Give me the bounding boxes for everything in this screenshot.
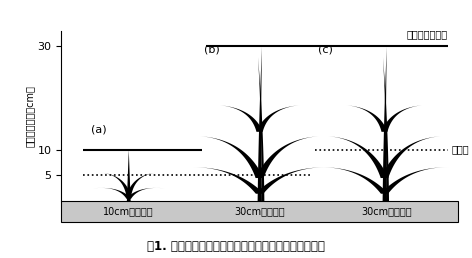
Polygon shape xyxy=(192,167,263,194)
Text: (c): (c) xyxy=(318,44,332,54)
Text: 10cm低刈り区: 10cm低刈り区 xyxy=(103,207,154,216)
Polygon shape xyxy=(126,173,155,196)
Polygon shape xyxy=(383,46,387,201)
Polygon shape xyxy=(200,136,263,178)
Polygon shape xyxy=(383,57,389,201)
Bar xyxy=(61,201,458,222)
Polygon shape xyxy=(220,105,263,132)
Text: 刈り高: 刈り高 xyxy=(452,145,470,155)
Polygon shape xyxy=(258,57,264,201)
Polygon shape xyxy=(102,173,131,196)
Polygon shape xyxy=(256,167,327,194)
Text: 図1. 異なる放牛管理を想定した刈り取り処理の概念図: 図1. 異なる放牛管理を想定した刈り取り処理の概念図 xyxy=(147,240,325,253)
Text: 30cm低刈り区: 30cm低刈り区 xyxy=(234,207,285,216)
Y-axis label: 草丈、刈り高（cm）: 草丈、刈り高（cm） xyxy=(25,85,35,147)
Polygon shape xyxy=(256,136,319,178)
Text: (a): (a) xyxy=(91,124,107,134)
Polygon shape xyxy=(381,105,422,132)
Polygon shape xyxy=(320,167,388,194)
Polygon shape xyxy=(347,105,388,132)
Text: (b): (b) xyxy=(204,44,220,54)
Polygon shape xyxy=(381,167,448,194)
Text: 刈り取り時草丈: 刈り取り時草丈 xyxy=(407,29,448,39)
Polygon shape xyxy=(258,46,262,201)
Polygon shape xyxy=(256,105,299,132)
Polygon shape xyxy=(328,136,388,178)
Text: 30cm高刈り区: 30cm高刈り区 xyxy=(361,207,412,216)
Polygon shape xyxy=(93,188,131,199)
Polygon shape xyxy=(381,136,441,178)
Polygon shape xyxy=(127,150,131,201)
Polygon shape xyxy=(126,188,164,199)
